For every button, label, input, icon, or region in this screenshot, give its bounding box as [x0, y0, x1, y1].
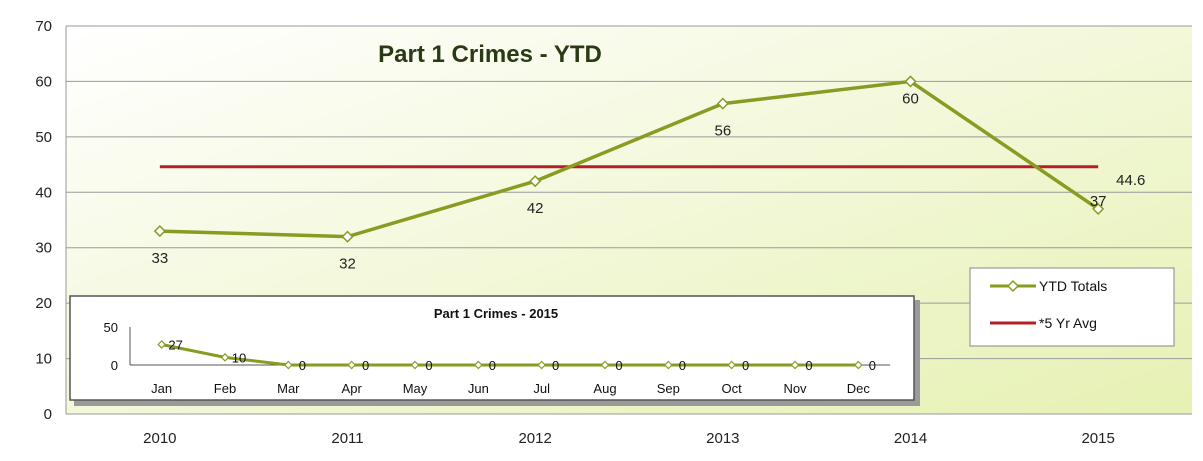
inset-data-label: 0 — [615, 358, 622, 373]
ytd-point-marker — [1092, 202, 1105, 215]
ytd-point-marker — [341, 230, 354, 243]
ytd-data-label: 33 — [151, 250, 168, 267]
chart-title: Part 1 Crimes - YTD — [378, 41, 602, 68]
inset-data-label: 27 — [168, 337, 182, 352]
inset-data-label: 0 — [679, 358, 686, 373]
inset-data-label: 0 — [362, 358, 369, 373]
inset-point-marker — [600, 360, 610, 370]
ytd-totals-data-labels: 33 32 42 56 60 37 — [151, 90, 1106, 272]
inset-markers — [157, 340, 863, 370]
legend-ytd-marker — [1006, 279, 1020, 293]
inset-data-label: 0 — [742, 358, 749, 373]
ytd-point-marker — [529, 175, 542, 188]
ytd-point-marker — [904, 75, 917, 88]
inset-x-tick-label: Mar — [277, 381, 300, 396]
inset-series-line — [161, 343, 859, 367]
inset-x-tick-label: Aug — [593, 381, 616, 396]
inset-data-labels: 27 10 0 0 0 0 0 0 0 0 0 0 — [168, 337, 876, 373]
inset-point-marker — [473, 360, 483, 370]
inset-point-marker — [410, 360, 420, 370]
y-tick-label: 60 — [35, 73, 52, 90]
y-tick-label: 70 — [35, 18, 52, 35]
x-tick-labels: 2010 2011 2012 2013 2014 2015 — [143, 430, 1115, 447]
inset-x-tick-label: Oct — [722, 381, 743, 396]
ytd-data-label: 37 — [1090, 193, 1107, 210]
inset-x-tick-label: Jul — [533, 381, 550, 396]
inset-point-marker — [727, 360, 737, 370]
y-tick-label: 30 — [35, 240, 52, 257]
inset-point-marker — [853, 360, 863, 370]
y-tick-label: 20 — [35, 295, 52, 312]
inset-x-tick-label: Jan — [151, 381, 172, 396]
inset-box — [69, 295, 915, 401]
inset-data-label: 0 — [299, 358, 306, 373]
x-tick-label: 2011 — [331, 430, 363, 447]
inset-data-label: 0 — [869, 358, 876, 373]
ytd-totals-markers — [153, 75, 1105, 243]
inset-point-marker — [663, 360, 673, 370]
inset-data-label: 10 — [232, 350, 246, 365]
x-tick-label: 2014 — [894, 430, 927, 447]
inset-title: Part 1 Crimes - 2015 — [434, 306, 558, 321]
ytd-point-marker — [153, 225, 166, 238]
legend: YTD Totals *5 Yr Avg — [969, 267, 1175, 347]
inset-x-tick-label: Sep — [657, 381, 680, 396]
inset-data-label: 0 — [425, 358, 432, 373]
inset-point-marker — [347, 360, 357, 370]
y-tick-label: 50 — [35, 129, 52, 146]
inset-point-marker — [157, 340, 167, 349]
inset-y-tick-label: 50 — [104, 320, 118, 335]
inset-x-tick-label: Dec — [847, 381, 871, 396]
x-tick-label: 2015 — [1081, 430, 1114, 447]
inset-point-marker — [283, 360, 293, 370]
inset-point-marker — [220, 353, 230, 362]
y-tick-label: 40 — [35, 184, 52, 201]
ytd-data-label: 56 — [714, 123, 731, 140]
inset-data-label: 0 — [489, 358, 496, 373]
y-tick-labels: 0 10 20 30 40 50 60 70 — [35, 18, 52, 423]
inset-data-label: 0 — [552, 358, 559, 373]
legend-box — [969, 267, 1175, 347]
inset-x-tick-label: Jun — [468, 381, 489, 396]
inset-point-marker — [537, 360, 547, 370]
ytd-totals-line — [159, 79, 1100, 239]
ytd-data-label: 32 — [339, 256, 356, 273]
inset-x-tick-label: Apr — [342, 381, 363, 396]
legend-avg-label: *5 Yr Avg — [1039, 315, 1097, 331]
inset-y-tick-labels: 0 50 — [104, 320, 118, 373]
x-tick-label: 2012 — [518, 430, 551, 447]
inset-x-tick-labels: Jan Feb Mar Apr May Jun Jul Aug Sep Oct Nov Dec — [151, 381, 870, 396]
y-tick-label: 0 — [44, 406, 52, 423]
inset-y-tick-label: 0 — [111, 358, 118, 373]
x-tick-label: 2013 — [706, 430, 739, 447]
inset-x-tick-label: Feb — [214, 381, 236, 396]
inset-data-label: 0 — [805, 358, 812, 373]
ytd-point-marker — [716, 97, 729, 110]
average-value-label: 44.6 — [1116, 172, 1145, 189]
inset-point-marker — [790, 360, 800, 370]
ytd-data-label: 60 — [902, 90, 919, 107]
inset-x-tick-label: May — [403, 381, 428, 396]
y-tick-label: 10 — [35, 351, 52, 368]
inset-x-tick-label: Nov — [783, 381, 807, 396]
x-tick-label: 2010 — [143, 430, 176, 447]
legend-ytd-label: YTD Totals — [1039, 278, 1107, 294]
ytd-data-label: 42 — [527, 200, 544, 217]
